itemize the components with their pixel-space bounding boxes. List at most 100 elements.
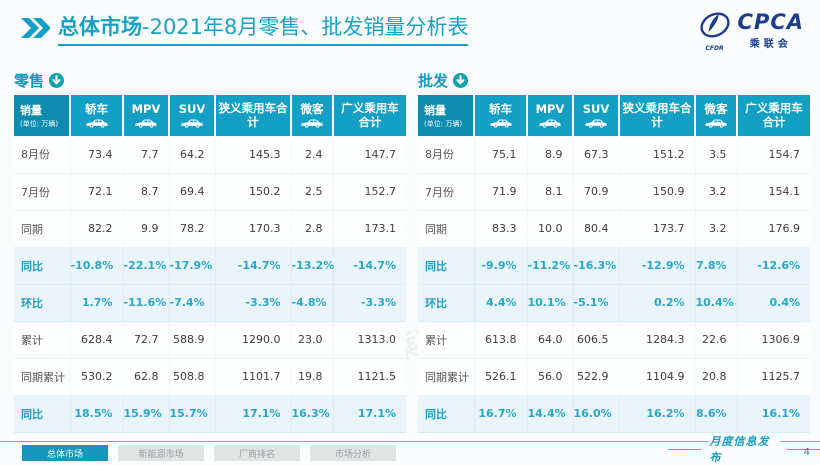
tab-nev-market[interactable]: 新能源市场 [118, 445, 204, 461]
table-row: 环比 4.4% 10.1% -5.1% 0.2% 10.4% 0.4% [418, 284, 810, 322]
data-cell: 56.0 [527, 358, 574, 396]
data-cell: 1121.5 [333, 358, 406, 396]
data-cell: 151.2 [619, 136, 696, 174]
data-cell: 154.7 [737, 136, 810, 174]
data-cell: 3.2 [695, 210, 738, 248]
wholesale-section-head: 批发 [418, 70, 810, 91]
data-cell: 71.9 [474, 173, 528, 211]
row-label: 同比 [418, 395, 475, 433]
data-cell: 17.1% [333, 395, 406, 433]
minibus-icon [300, 118, 324, 128]
data-cell: 22.6 [695, 321, 738, 359]
col-suv: SUV [573, 95, 620, 136]
data-cell: 17.1% [215, 395, 292, 433]
data-cell: 3.2 [695, 173, 738, 211]
col-broad-total: 广义乘用车合计 [737, 95, 810, 136]
row-label: 环比 [418, 284, 475, 322]
data-cell: 7.8% [695, 247, 738, 285]
data-cell: 2.5 [291, 173, 334, 211]
data-cell: 72.1 [70, 173, 124, 211]
col-sedan: 轿车 [474, 95, 528, 136]
suv-icon [584, 118, 608, 128]
data-cell: 1125.7 [737, 358, 810, 396]
data-cell: 8.7 [123, 173, 170, 211]
data-cell: -9.9% [474, 247, 528, 285]
data-cell: 1104.9 [619, 358, 696, 396]
col-mpv: MPV [527, 95, 574, 136]
tab-market-analysis[interactable]: 市场分析 [310, 445, 396, 461]
data-cell: 170.3 [215, 210, 292, 248]
data-cell: 154.1 [737, 173, 810, 211]
wholesale-section: 批发 销量 (单位: 万辆) 轿车 MPV SUV 狭义乘用车合计 微客 广义乘… [418, 70, 810, 433]
sales-label: 销量 [20, 104, 42, 117]
col-broad-total: 广义乘用车合计 [333, 95, 406, 136]
table-row: 同比 -9.9% -11.2% -16.3% -12.9% 7.8% -12.6% [418, 247, 810, 285]
table-row: 8月份 75.1 8.9 67.3 151.2 3.5 154.7 [418, 136, 810, 174]
data-cell: -4.8% [291, 284, 334, 322]
page-number: 4 [803, 447, 810, 458]
data-cell: 75.1 [474, 136, 528, 174]
data-cell: -3.3% [215, 284, 292, 322]
wholesale-table: 销量 (单位: 万辆) 轿车 MPV SUV 狭义乘用车合计 微客 广义乘用车合… [418, 95, 810, 433]
wholesale-label: 批发 [418, 72, 449, 90]
data-cell: 70.9 [573, 173, 620, 211]
data-cell: 1306.9 [737, 321, 810, 359]
row-label: 环比 [14, 284, 71, 322]
table-header-row: 销量 (单位: 万辆) 轿车 MPV SUV 狭义乘用车合计 微客 广义乘用车合… [14, 95, 406, 136]
col-sedan: 轿车 [70, 95, 124, 136]
retail-table: 销量 (单位: 万辆) 轿车 MPV SUV 狭义乘用车合计 微客 广义乘用车合… [14, 95, 406, 433]
table-row: 同比 -10.8% -22.1% -17.9% -14.7% -13.2% -14.7% [14, 247, 406, 285]
table-row: 7月份 72.1 8.7 69.4 150.2 2.5 152.7 [14, 173, 406, 211]
data-cell: 3.5 [695, 136, 738, 174]
row-label: 同比 [14, 395, 71, 433]
data-cell: 613.8 [474, 321, 528, 359]
data-cell: 9.9 [123, 210, 170, 248]
sales-header-cell: 销量 (单位: 万辆) [418, 95, 475, 136]
data-cell: 72.7 [123, 321, 170, 359]
table-row: 同期累计 526.1 56.0 522.9 1104.9 20.8 1125.7 [418, 358, 810, 396]
data-cell: 80.4 [573, 210, 620, 248]
data-cell: -11.2% [527, 247, 574, 285]
tab-oem-ranking[interactable]: 厂商排名 [214, 445, 300, 461]
data-cell: 150.9 [619, 173, 696, 211]
col-narrow-total: 狭义乘用车合计 [619, 95, 696, 136]
download-arrow-icon [49, 73, 64, 88]
publish-label: 月度信息发布 [707, 433, 781, 465]
data-cell: 1284.3 [619, 321, 696, 359]
col-narrow-total: 狭义乘用车合计 [215, 95, 292, 136]
data-cell: 20.8 [695, 358, 738, 396]
row-label: 同比 [14, 247, 71, 285]
tab-overall-market[interactable]: 总体市场 [22, 445, 108, 461]
data-cell: 62.8 [123, 358, 170, 396]
retail-section-head: 零售 [14, 70, 406, 91]
row-label: 7月份 [418, 173, 475, 211]
cfdr-label: CFDR [705, 45, 724, 52]
data-cell: 173.7 [619, 210, 696, 248]
publish-banner: 月度信息发布 [668, 433, 820, 465]
data-cell: 588.9 [169, 321, 216, 359]
row-label: 同期 [418, 210, 475, 248]
data-cell: 628.4 [70, 321, 124, 359]
data-cell: 8.1 [527, 173, 574, 211]
table-row: 同期 83.3 10.0 80.4 173.7 3.2 176.9 [418, 210, 810, 248]
cpca-swoosh-icon: CFDR [697, 10, 733, 52]
chenglianhui-label: 乘联会 [749, 39, 792, 50]
table-header-row: 销量 (单位: 万辆) 轿车 MPV SUV 狭义乘用车合计 微客 广义乘用车合… [418, 95, 810, 136]
table-row: 7月份 71.9 8.1 70.9 150.9 3.2 154.1 [418, 173, 810, 211]
data-cell: 0.4% [737, 284, 810, 322]
chevron-icon [21, 18, 50, 38]
data-cell: 10.1% [527, 284, 574, 322]
data-cell: 15.9% [123, 395, 170, 433]
data-cell: 606.5 [573, 321, 620, 359]
data-cell: 64.0 [527, 321, 574, 359]
row-label: 同期 [14, 210, 71, 248]
slide-header: 总体市场-2021年8月零售、批发销量分析表 [20, 14, 469, 47]
data-cell: 2.4 [291, 136, 334, 174]
sedan-icon [85, 118, 109, 128]
data-cell: 10.0 [527, 210, 574, 248]
data-cell: 508.8 [169, 358, 216, 396]
download-arrow-icon [453, 73, 468, 88]
table-row: 累计 628.4 72.7 588.9 1290.0 23.0 1313.0 [14, 321, 406, 359]
row-label: 累计 [14, 321, 71, 359]
row-label: 累计 [418, 321, 475, 359]
